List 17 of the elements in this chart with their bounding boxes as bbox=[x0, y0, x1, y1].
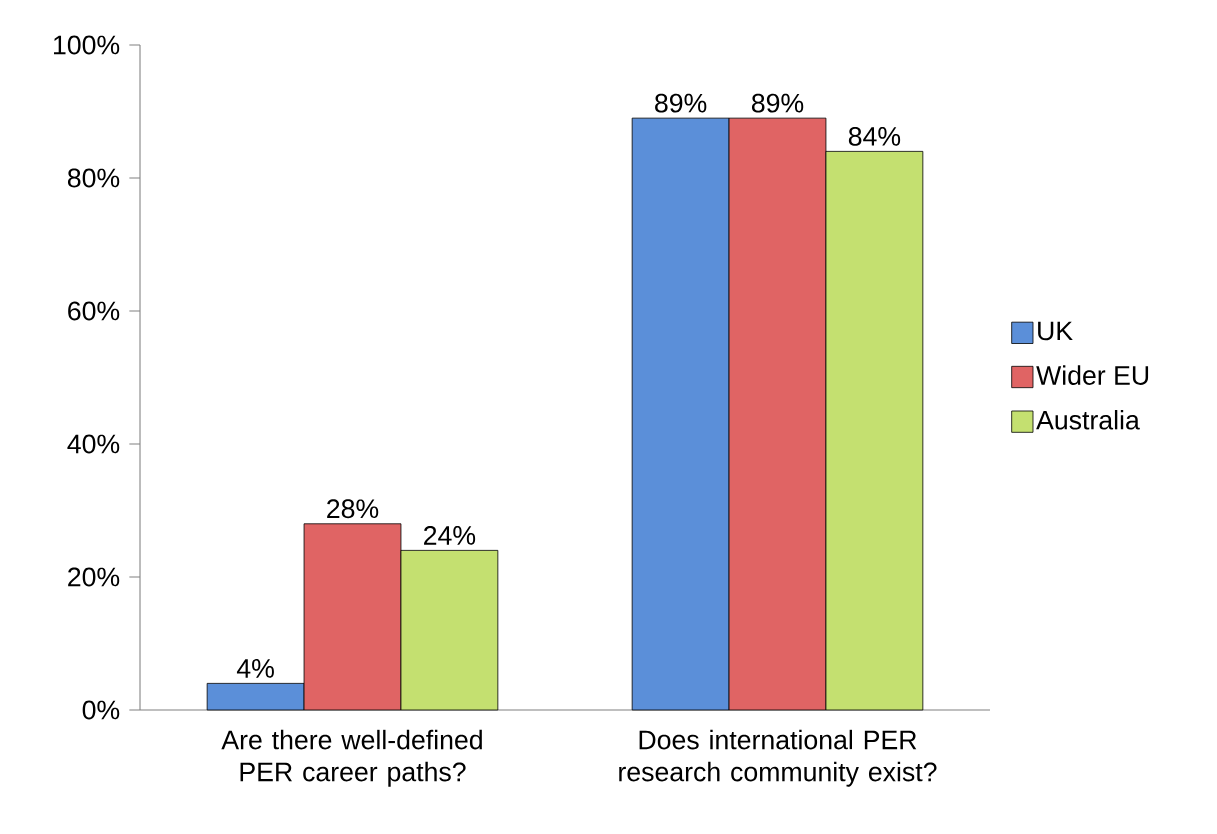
legend-label: UK bbox=[1038, 321, 1073, 341]
y-tick-label: 40% bbox=[67, 434, 120, 454]
x-tick-label: Does international PER research community exist? bbox=[619, 729, 937, 787]
data-label: 28% bbox=[327, 499, 379, 519]
y-tick-label: 0% bbox=[82, 700, 120, 720]
y-tick-label: 60% bbox=[68, 301, 120, 321]
data-label: 89% bbox=[655, 93, 707, 113]
y-tick-label: 80% bbox=[67, 168, 120, 188]
data-label: 4% bbox=[236, 659, 274, 678]
legend-label: Australia bbox=[1036, 410, 1140, 430]
data-label: 24% bbox=[424, 526, 476, 545]
legend-label: Wider EU bbox=[1036, 365, 1149, 385]
y-tick-label: 20% bbox=[68, 567, 120, 587]
data-label: 89% bbox=[751, 93, 804, 113]
y-tick-label: 100% bbox=[54, 35, 120, 55]
x-tick-label: Are there well-defined PER career paths? bbox=[221, 729, 482, 787]
data-label: 84% bbox=[848, 126, 901, 146]
